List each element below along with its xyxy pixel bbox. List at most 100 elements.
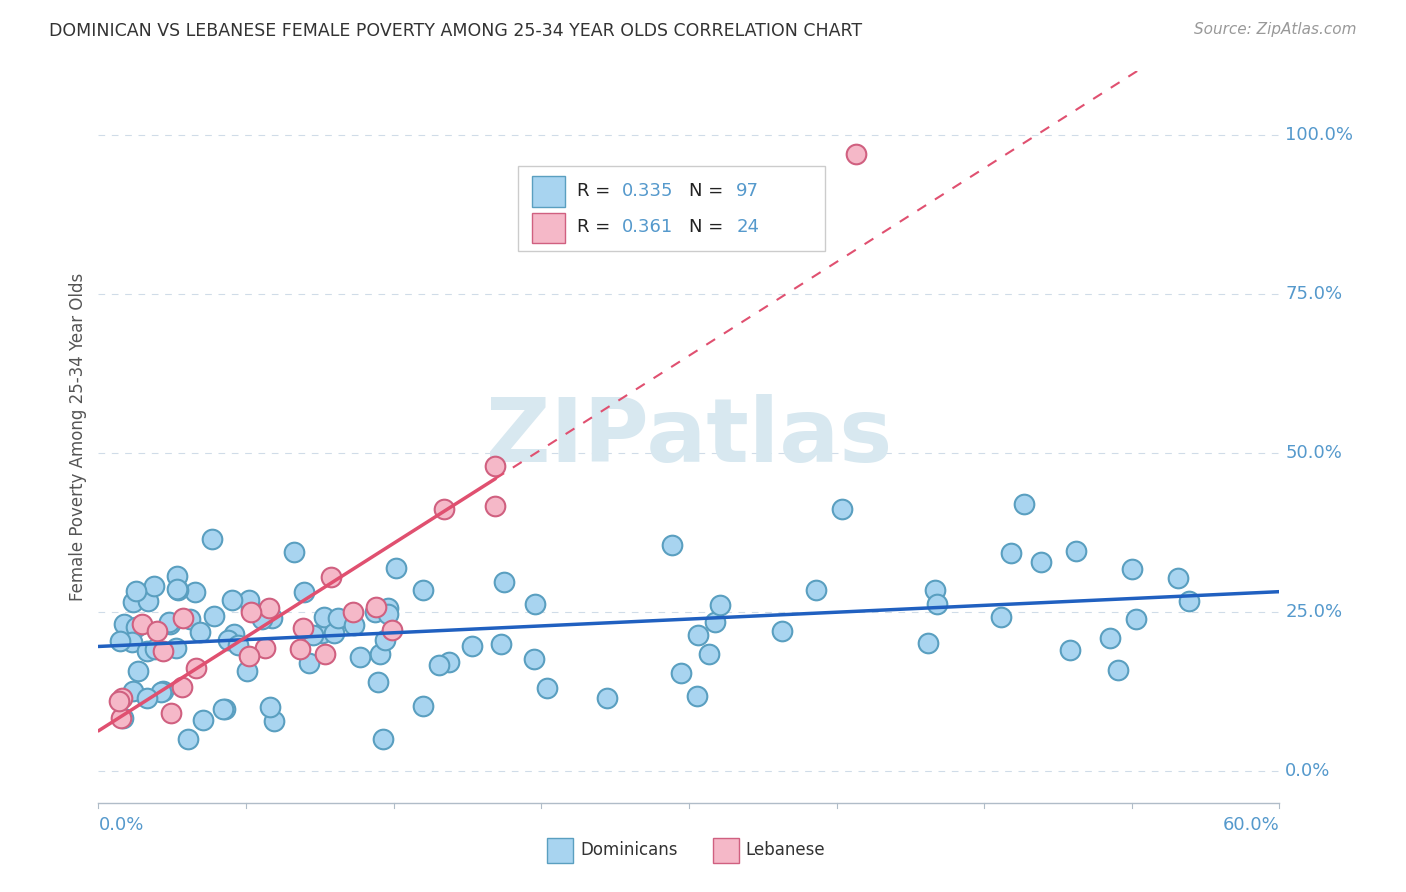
Point xyxy=(661,538,683,552)
Point xyxy=(536,681,558,695)
Point xyxy=(1121,562,1143,576)
Point xyxy=(222,627,245,641)
Point xyxy=(924,583,946,598)
Point xyxy=(292,585,315,599)
Point xyxy=(214,702,236,716)
Point xyxy=(1167,571,1189,585)
Point xyxy=(461,639,484,653)
Point xyxy=(433,501,456,516)
Point xyxy=(364,605,387,619)
Point xyxy=(291,621,314,635)
Point xyxy=(1059,643,1081,657)
Point xyxy=(122,683,145,698)
Point xyxy=(322,626,344,640)
Point xyxy=(125,583,148,598)
Point xyxy=(221,593,243,607)
Text: 24: 24 xyxy=(737,219,759,236)
Point xyxy=(238,649,260,664)
Point xyxy=(127,665,149,679)
Point xyxy=(314,610,336,624)
Y-axis label: Female Poverty Among 25-34 Year Olds: Female Poverty Among 25-34 Year Olds xyxy=(69,273,87,601)
Text: 25.0%: 25.0% xyxy=(1285,603,1343,621)
Point xyxy=(193,713,215,727)
Point xyxy=(263,714,285,728)
Point xyxy=(484,499,506,513)
Text: 75.0%: 75.0% xyxy=(1285,285,1343,303)
Point xyxy=(240,602,263,616)
Point xyxy=(374,633,396,648)
Point xyxy=(184,585,207,599)
Point xyxy=(201,532,224,546)
Point xyxy=(108,634,131,648)
Point xyxy=(152,683,174,698)
Point xyxy=(326,611,349,625)
Point xyxy=(159,616,181,631)
Point xyxy=(179,612,201,626)
Point xyxy=(1031,555,1053,569)
Point xyxy=(217,632,239,647)
Text: R =: R = xyxy=(576,182,616,200)
Point xyxy=(283,545,305,559)
Text: N =: N = xyxy=(689,182,728,200)
Point xyxy=(252,612,274,626)
Point xyxy=(143,579,166,593)
Text: 97: 97 xyxy=(737,182,759,200)
Text: 60.0%: 60.0% xyxy=(1223,815,1279,833)
Text: 0.361: 0.361 xyxy=(621,219,673,236)
Point xyxy=(121,635,143,649)
Text: R =: R = xyxy=(576,219,616,236)
Point xyxy=(112,617,135,632)
Point xyxy=(259,699,281,714)
Point xyxy=(166,569,188,583)
Text: Dominicans: Dominicans xyxy=(581,841,678,859)
Point xyxy=(149,685,172,699)
Text: Lebanese: Lebanese xyxy=(745,841,825,859)
Point xyxy=(165,641,187,656)
Point xyxy=(381,624,404,638)
Point xyxy=(1125,612,1147,626)
Text: 50.0%: 50.0% xyxy=(1285,444,1343,462)
Point xyxy=(342,606,364,620)
Point xyxy=(288,641,311,656)
Point xyxy=(167,583,190,598)
Point xyxy=(235,664,257,678)
Point xyxy=(699,647,721,661)
Point xyxy=(596,690,619,705)
Point xyxy=(238,592,260,607)
Point xyxy=(412,698,434,713)
Point xyxy=(319,570,342,584)
Point xyxy=(489,637,512,651)
Point xyxy=(253,641,276,656)
Text: 0.335: 0.335 xyxy=(621,182,673,200)
Point xyxy=(202,609,225,624)
Point xyxy=(157,615,180,629)
Point xyxy=(927,598,949,612)
Point xyxy=(188,625,211,640)
Point xyxy=(135,643,157,657)
Text: Source: ZipAtlas.com: Source: ZipAtlas.com xyxy=(1194,22,1357,37)
Point xyxy=(107,694,129,708)
Bar xyxy=(547,838,574,863)
Point xyxy=(240,605,263,619)
Text: ZIPatlas: ZIPatlas xyxy=(486,393,891,481)
Point xyxy=(343,618,366,632)
Point xyxy=(1064,544,1087,558)
Point xyxy=(111,711,134,725)
Point xyxy=(377,600,399,615)
Point xyxy=(211,702,233,716)
Point xyxy=(770,624,793,638)
Point xyxy=(125,620,148,634)
Point xyxy=(298,656,321,670)
Point xyxy=(831,502,853,516)
Point xyxy=(122,595,145,609)
Point xyxy=(311,626,333,640)
Text: DOMINICAN VS LEBANESE FEMALE POVERTY AMONG 25-34 YEAR OLDS CORRELATION CHART: DOMINICAN VS LEBANESE FEMALE POVERTY AMO… xyxy=(49,22,862,40)
Point xyxy=(145,624,167,638)
Point xyxy=(437,656,460,670)
Bar xyxy=(531,176,565,207)
Point xyxy=(367,674,389,689)
Point xyxy=(917,635,939,649)
Point xyxy=(494,575,516,590)
Point xyxy=(1178,593,1201,607)
Point xyxy=(484,458,506,473)
